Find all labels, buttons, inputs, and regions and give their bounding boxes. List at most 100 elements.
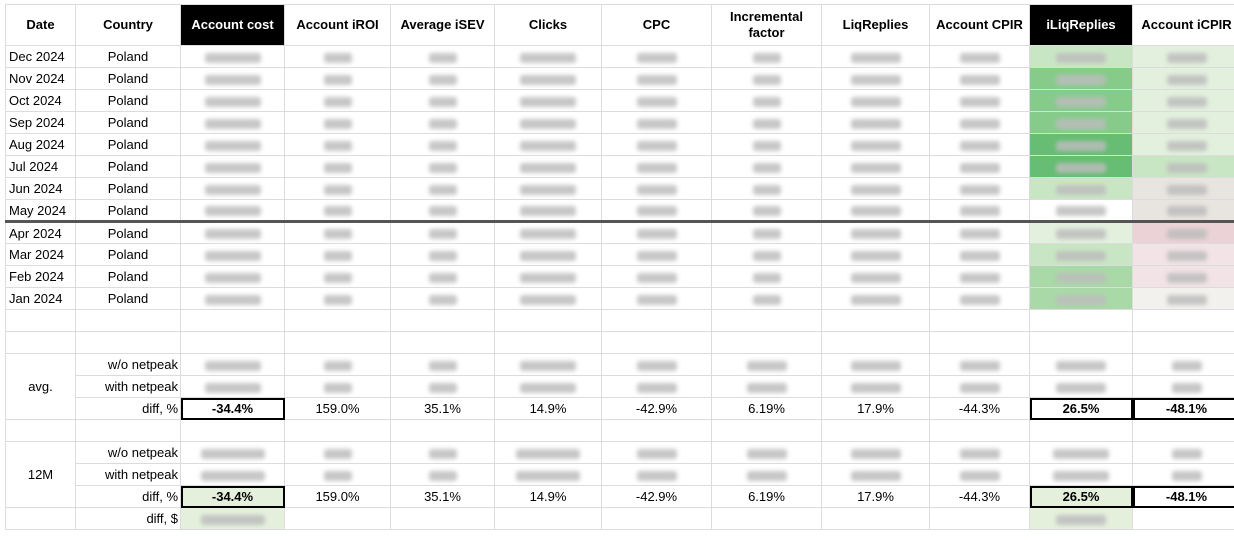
blurred-cell[interactable]: [180, 133, 285, 156]
country-cell[interactable]: Poland: [75, 155, 181, 178]
blurred-cell[interactable]: [180, 265, 285, 288]
empty-cell[interactable]: [601, 331, 712, 354]
m12-group-label[interactable]: 12M: [5, 441, 76, 508]
row-label-with-netpeak[interactable]: with netpeak: [75, 463, 181, 486]
col-header-account-iroi[interactable]: Account iROI: [284, 4, 391, 46]
blurred-cell[interactable]: [284, 353, 391, 376]
blurred-cell[interactable]: [180, 45, 285, 68]
avg-diff-liqreplies[interactable]: 17.9%: [821, 397, 930, 420]
blurred-cell[interactable]: [601, 111, 712, 134]
blurred-cell[interactable]: [390, 353, 495, 376]
avg-diff-clicks[interactable]: 14.9%: [494, 397, 602, 420]
date-cell[interactable]: Mar 2024: [5, 243, 76, 266]
blurred-cell[interactable]: [1029, 441, 1133, 464]
blurred-cell[interactable]: [494, 287, 602, 310]
blurred-cell[interactable]: [284, 463, 391, 486]
date-cell[interactable]: Sep 2024: [5, 111, 76, 134]
blurred-cell[interactable]: [390, 199, 495, 222]
avg-group-label[interactable]: avg.: [5, 353, 76, 420]
country-cell[interactable]: Poland: [75, 67, 181, 90]
blurred-cell[interactable]: [601, 265, 712, 288]
blurred-cell[interactable]: [180, 177, 285, 200]
blurred-cell[interactable]: [821, 220, 930, 244]
blurred-cell[interactable]: [711, 243, 822, 266]
m12-diff-clicks[interactable]: 14.9%: [494, 485, 602, 508]
avg-diff-account-iroi[interactable]: 159.0%: [284, 397, 391, 420]
country-cell[interactable]: Poland: [75, 243, 181, 266]
m12-diff-average-isev[interactable]: 35.1%: [390, 485, 495, 508]
blurred-cell[interactable]: [390, 133, 495, 156]
date-cell[interactable]: Jun 2024: [5, 177, 76, 200]
row-label-diff-usd[interactable]: diff, $: [75, 507, 181, 530]
empty-cell[interactable]: [494, 507, 602, 530]
blurred-cell[interactable]: [284, 220, 391, 244]
empty-cell[interactable]: [929, 309, 1030, 332]
blurred-cell[interactable]: [284, 287, 391, 310]
m12-diff-incremental-factor[interactable]: 6.19%: [711, 485, 822, 508]
blurred-cell[interactable]: [390, 89, 495, 112]
country-cell[interactable]: Poland: [75, 199, 181, 222]
empty-cell[interactable]: [929, 331, 1030, 354]
blurred-cell[interactable]: [711, 199, 822, 222]
blurred-cell[interactable]: [390, 265, 495, 288]
blurred-cell[interactable]: [821, 199, 930, 222]
col-header-account-cpir[interactable]: Account CPIR: [929, 4, 1030, 46]
country-cell[interactable]: Poland: [75, 220, 181, 244]
row-label-diff-percent[interactable]: diff, %: [75, 485, 181, 508]
date-cell[interactable]: Jan 2024: [5, 287, 76, 310]
blurred-cell[interactable]: [601, 133, 712, 156]
m12-diff-account-icpir[interactable]: -48.1%: [1132, 485, 1234, 508]
blurred-cell[interactable]: [1132, 265, 1234, 288]
blurred-cell[interactable]: [180, 353, 285, 376]
empty-cell[interactable]: [1132, 419, 1234, 442]
blurred-cell[interactable]: [494, 265, 602, 288]
blurred-cell[interactable]: [494, 441, 602, 464]
empty-cell[interactable]: [180, 419, 285, 442]
blurred-cell[interactable]: [1029, 177, 1133, 200]
date-cell[interactable]: Feb 2024: [5, 265, 76, 288]
blurred-cell[interactable]: [929, 441, 1030, 464]
blurred-cell[interactable]: [1029, 375, 1133, 398]
country-cell[interactable]: Poland: [75, 177, 181, 200]
empty-cell[interactable]: [75, 331, 181, 354]
blurred-cell[interactable]: [711, 353, 822, 376]
blurred-cell[interactable]: [601, 89, 712, 112]
avg-diff-iliqreplies[interactable]: 26.5%: [1029, 397, 1133, 420]
empty-cell[interactable]: [75, 309, 181, 332]
empty-cell[interactable]: [390, 331, 495, 354]
m12-diff-iliqreplies[interactable]: 26.5%: [1029, 485, 1133, 508]
blurred-cell[interactable]: [180, 89, 285, 112]
blurred-cell[interactable]: [494, 199, 602, 222]
blurred-cell[interactable]: [601, 441, 712, 464]
col-header-incremental-factor[interactable]: Incremental factor: [711, 4, 822, 46]
blurred-cell[interactable]: [821, 177, 930, 200]
blurred-cell[interactable]: [711, 441, 822, 464]
blurred-cell[interactable]: [1132, 375, 1234, 398]
empty-cell[interactable]: [180, 309, 285, 332]
blurred-cell[interactable]: [711, 45, 822, 68]
blurred-cell[interactable]: [1132, 243, 1234, 266]
blurred-cell[interactable]: [821, 111, 930, 134]
empty-cell[interactable]: [929, 419, 1030, 442]
blurred-cell[interactable]: [390, 220, 495, 244]
blurred-cell[interactable]: [180, 375, 285, 398]
blurred-cell[interactable]: [1029, 463, 1133, 486]
blurred-cell[interactable]: [711, 67, 822, 90]
blurred-cell[interactable]: [1132, 45, 1234, 68]
blurred-cell[interactable]: [1029, 67, 1133, 90]
empty-cell[interactable]: [1029, 309, 1133, 332]
blurred-cell[interactable]: [711, 265, 822, 288]
blurred-cell[interactable]: [494, 89, 602, 112]
empty-cell[interactable]: [180, 331, 285, 354]
blurred-cell[interactable]: [821, 375, 930, 398]
empty-cell[interactable]: [821, 331, 930, 354]
blurred-cell[interactable]: [494, 67, 602, 90]
avg-diff-cpc[interactable]: -42.9%: [601, 397, 712, 420]
blurred-cell[interactable]: [821, 463, 930, 486]
empty-cell[interactable]: [1029, 419, 1133, 442]
country-cell[interactable]: Poland: [75, 265, 181, 288]
col-header-average-isev[interactable]: Average iSEV: [390, 4, 495, 46]
blurred-cell[interactable]: [284, 199, 391, 222]
empty-cell[interactable]: [284, 331, 391, 354]
blurred-cell[interactable]: [390, 243, 495, 266]
